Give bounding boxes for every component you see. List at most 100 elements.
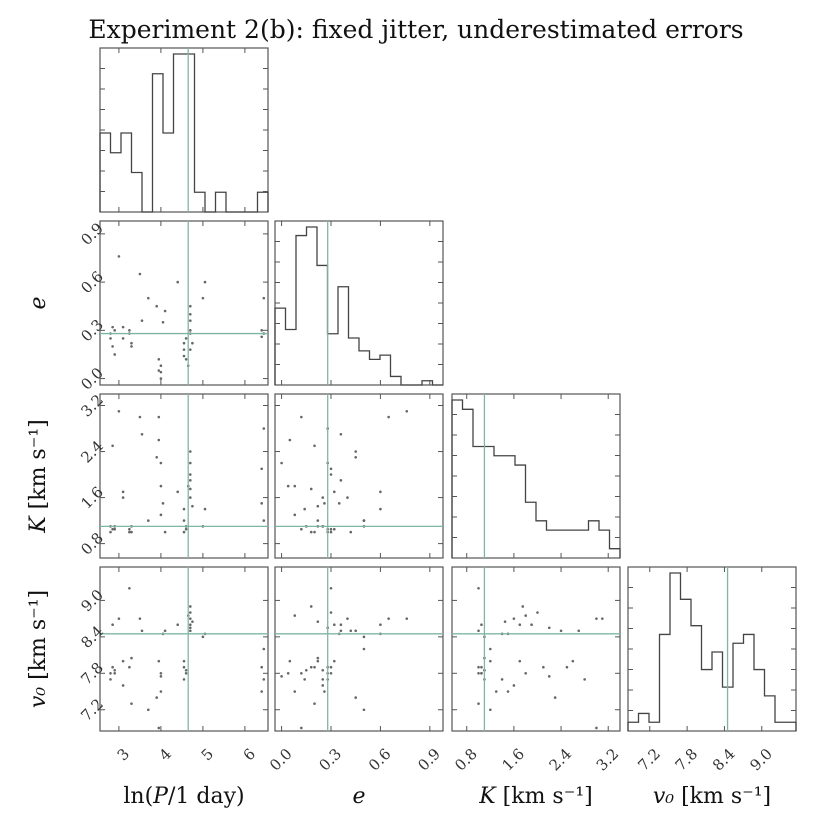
sample-point	[159, 370, 163, 374]
scatter-frame-lnP-K	[99, 393, 269, 559]
sample-point	[379, 623, 382, 627]
sample-point	[117, 255, 121, 258]
sample-point	[159, 364, 163, 368]
sample-point	[182, 519, 186, 522]
sample-point	[362, 708, 366, 712]
sample-point	[300, 415, 303, 419]
sample-point	[503, 620, 507, 623]
x-tick-label: 7.2	[634, 745, 664, 775]
x-axis-label-lnP: ln(P/1 day)	[123, 784, 244, 809]
sample-point	[262, 427, 266, 430]
sample-point	[109, 337, 112, 340]
scatter-lnP-e	[100, 221, 268, 385]
sample-point	[130, 530, 133, 534]
sample-point	[601, 617, 604, 620]
sample-point	[286, 671, 290, 675]
histogram-lnP	[99, 53, 269, 213]
sample-point	[332, 490, 336, 494]
sample-point	[346, 617, 349, 620]
sample-point	[189, 629, 192, 633]
x-tick-label: 9.0	[746, 745, 776, 775]
sample-point	[329, 586, 333, 590]
sample-point	[595, 726, 598, 730]
sample-point	[303, 507, 306, 511]
sample-point	[387, 617, 390, 620]
sample-point	[159, 461, 163, 465]
y-axis-label-v0: v₀ [km s⁻¹]	[26, 590, 51, 708]
sample-point	[362, 635, 366, 639]
sample-point	[189, 605, 192, 608]
sample-point	[140, 319, 144, 322]
sample-point	[362, 519, 366, 522]
sample-point	[111, 325, 114, 329]
sample-point	[260, 690, 264, 693]
y-tick-label: 2.4	[77, 437, 107, 467]
sample-point	[128, 329, 131, 332]
sample-point	[316, 620, 320, 623]
sample-point	[262, 678, 266, 681]
sample-point	[189, 479, 192, 482]
sample-point	[159, 484, 163, 488]
sample-point	[316, 656, 320, 660]
sample-point	[157, 726, 161, 730]
chart-title: Experiment 2(b): fixed jitter, underesti…	[88, 15, 743, 44]
sample-point	[121, 337, 125, 340]
sample-point	[316, 659, 320, 663]
sample-point	[109, 678, 112, 681]
sample-point	[155, 455, 158, 459]
sample-point	[201, 635, 205, 639]
sample-point	[113, 668, 116, 672]
scatter-frame-e-v0	[274, 566, 444, 732]
sample-point	[339, 623, 343, 627]
sample-point	[189, 496, 192, 499]
sample-point	[500, 678, 504, 681]
x-tick-label: 3	[114, 745, 133, 764]
sample-point	[155, 304, 158, 308]
sample-point	[189, 348, 192, 351]
sample-point	[130, 345, 133, 348]
sample-point	[147, 296, 150, 300]
sample-point	[121, 684, 125, 687]
sample-point	[349, 530, 353, 534]
y-axis-label-K: K [km s⁻¹]	[26, 419, 51, 534]
sample-point	[542, 665, 545, 669]
histogram-v0	[627, 572, 797, 731]
sample-point	[583, 678, 586, 681]
y-tick-label: 7.8	[77, 659, 107, 689]
sample-point	[182, 341, 186, 345]
sample-point	[329, 527, 333, 531]
sample-point	[332, 623, 336, 627]
sample-point	[293, 513, 297, 517]
sample-point	[159, 671, 163, 675]
y-tick-label: 0.3	[77, 316, 107, 346]
sample-point	[147, 708, 150, 712]
sample-point	[182, 659, 186, 663]
histogram-frame-K	[451, 393, 621, 559]
sample-point	[176, 490, 179, 494]
sample-point	[189, 473, 192, 476]
sample-point	[128, 665, 131, 669]
sample-point	[111, 527, 114, 531]
sample-point	[530, 623, 533, 627]
sample-point	[182, 354, 186, 358]
sample-point	[140, 432, 144, 436]
sample-point	[489, 708, 492, 712]
sample-point	[286, 484, 290, 488]
sample-point	[262, 647, 266, 651]
sample-point	[159, 675, 163, 678]
sample-point	[512, 684, 516, 687]
sample-point	[280, 675, 283, 678]
sample-point	[323, 690, 326, 693]
sample-point	[321, 684, 325, 687]
sample-point	[304, 668, 308, 672]
y-tick-label: 0.9	[77, 219, 107, 249]
sample-point	[329, 473, 333, 476]
sample-point	[121, 496, 125, 499]
sample-point	[405, 617, 409, 620]
sample-point	[113, 353, 116, 356]
sample-point	[512, 617, 516, 620]
scatter-frame-lnP-v0	[99, 566, 269, 732]
sample-point	[176, 280, 179, 284]
scatter-e-K	[275, 394, 443, 558]
